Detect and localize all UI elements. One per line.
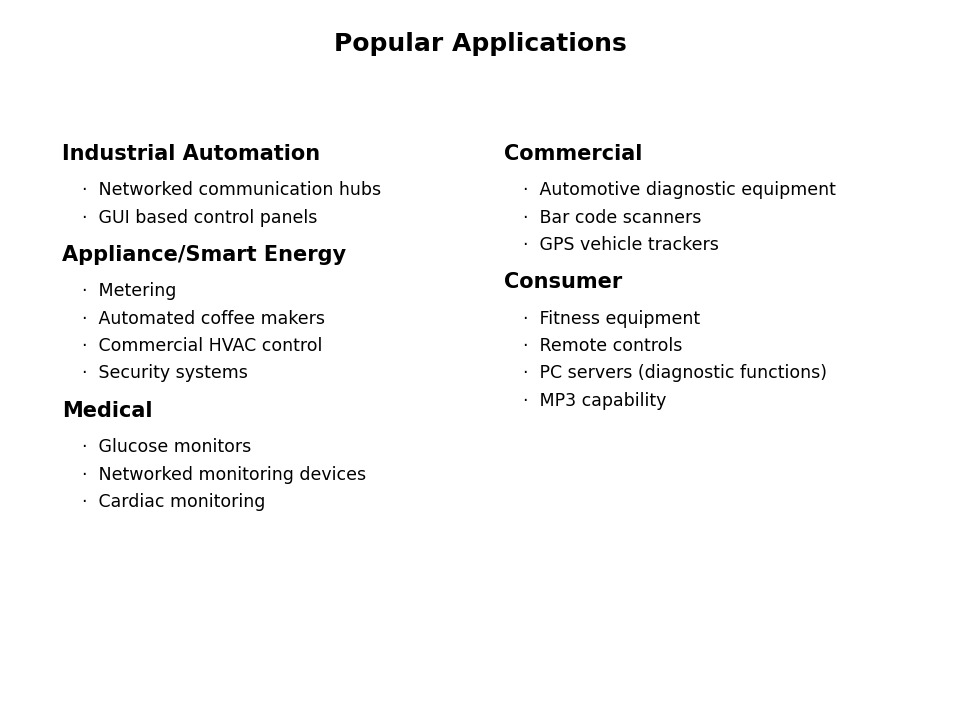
Text: ·  Bar code scanners: · Bar code scanners <box>523 209 702 227</box>
Text: Appliance/Smart Energy: Appliance/Smart Energy <box>62 245 347 265</box>
Text: ·  Metering: · Metering <box>82 282 176 300</box>
Text: ·  GUI based control panels: · GUI based control panels <box>82 209 317 227</box>
Text: ·  Glucose monitors: · Glucose monitors <box>82 438 251 456</box>
Text: ·  Networked monitoring devices: · Networked monitoring devices <box>82 466 366 484</box>
Text: ·  Networked communication hubs: · Networked communication hubs <box>82 181 381 199</box>
Text: Popular Applications: Popular Applications <box>334 32 626 56</box>
Text: ·  Fitness equipment: · Fitness equipment <box>523 310 701 328</box>
Text: ·  Security systems: · Security systems <box>82 364 248 382</box>
Text: ·  MP3 capability: · MP3 capability <box>523 392 666 410</box>
Text: Commercial: Commercial <box>504 144 642 164</box>
Text: ·  PC servers (diagnostic functions): · PC servers (diagnostic functions) <box>523 364 828 382</box>
Text: Medical: Medical <box>62 401 153 421</box>
Text: Industrial Automation: Industrial Automation <box>62 144 321 164</box>
Text: ·  Automated coffee makers: · Automated coffee makers <box>82 310 324 328</box>
Text: Consumer: Consumer <box>504 272 622 292</box>
Text: ·  Remote controls: · Remote controls <box>523 337 683 355</box>
Text: ·  GPS vehicle trackers: · GPS vehicle trackers <box>523 236 719 254</box>
Text: ·  Commercial HVAC control: · Commercial HVAC control <box>82 337 322 355</box>
Text: ·  Cardiac monitoring: · Cardiac monitoring <box>82 493 265 511</box>
Text: ·  Automotive diagnostic equipment: · Automotive diagnostic equipment <box>523 181 836 199</box>
